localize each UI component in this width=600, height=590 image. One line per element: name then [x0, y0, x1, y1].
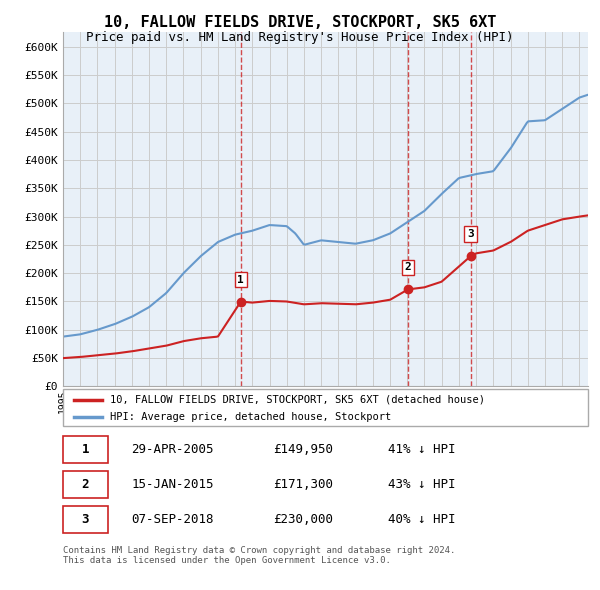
Text: 2: 2 [404, 263, 412, 273]
FancyBboxPatch shape [63, 506, 107, 533]
Text: 2: 2 [82, 478, 89, 491]
Text: £149,950: £149,950 [273, 443, 333, 456]
Text: 40% ↓ HPI: 40% ↓ HPI [389, 513, 456, 526]
Text: 10, FALLOW FIELDS DRIVE, STOCKPORT, SK5 6XT: 10, FALLOW FIELDS DRIVE, STOCKPORT, SK5 … [104, 15, 496, 30]
Text: 1: 1 [82, 443, 89, 456]
Text: 43% ↓ HPI: 43% ↓ HPI [389, 478, 456, 491]
Text: £230,000: £230,000 [273, 513, 333, 526]
Text: £171,300: £171,300 [273, 478, 333, 491]
Text: 3: 3 [82, 513, 89, 526]
Text: 10, FALLOW FIELDS DRIVE, STOCKPORT, SK5 6XT (detached house): 10, FALLOW FIELDS DRIVE, STOCKPORT, SK5 … [110, 395, 485, 405]
Text: 41% ↓ HPI: 41% ↓ HPI [389, 443, 456, 456]
Text: 15-JAN-2015: 15-JAN-2015 [131, 478, 214, 491]
Text: 07-SEP-2018: 07-SEP-2018 [131, 513, 214, 526]
Text: Price paid vs. HM Land Registry's House Price Index (HPI): Price paid vs. HM Land Registry's House … [86, 31, 514, 44]
Text: HPI: Average price, detached house, Stockport: HPI: Average price, detached house, Stoc… [110, 412, 392, 422]
Text: Contains HM Land Registry data © Crown copyright and database right 2024.
This d: Contains HM Land Registry data © Crown c… [63, 546, 455, 565]
Text: 1: 1 [238, 274, 244, 284]
Text: 29-APR-2005: 29-APR-2005 [131, 443, 214, 456]
FancyBboxPatch shape [63, 471, 107, 498]
FancyBboxPatch shape [63, 436, 107, 463]
Text: 3: 3 [467, 229, 474, 239]
